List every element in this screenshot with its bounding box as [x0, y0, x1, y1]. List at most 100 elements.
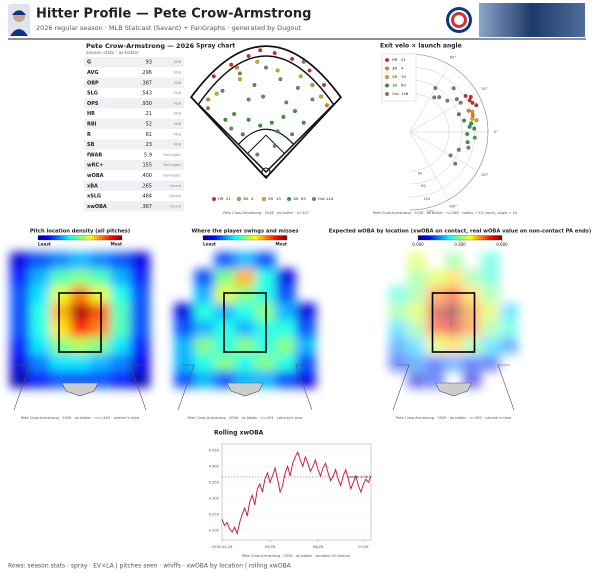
legend-swatch [287, 197, 291, 201]
heat-cell [30, 354, 50, 371]
outfield-stands [190, 45, 342, 180]
heat-cell [407, 286, 426, 303]
stat-name: wOBA [87, 173, 104, 179]
heat-cell [50, 252, 70, 269]
batted-ball [465, 132, 470, 136]
page-footer: Rows: season stats · spray · EV×LA | pit… [8, 563, 292, 570]
batted-ball [214, 91, 219, 96]
home-circle [261, 167, 271, 177]
stat-value: .387 [141, 80, 152, 86]
stat-source: FanGraphs [163, 153, 181, 157]
y-tick-label: 0.200 [209, 528, 220, 532]
batted-ball [467, 124, 472, 129]
legend-swatch [312, 197, 316, 201]
heat-cell [234, 354, 256, 371]
batted-ball [463, 93, 468, 98]
batted-ball [284, 100, 289, 105]
batted-ball [237, 71, 242, 76]
table-row [84, 118, 184, 130]
batted-ball [293, 109, 297, 114]
batted-ball [275, 129, 280, 134]
heat-cell [425, 354, 445, 371]
heat-cell [389, 337, 408, 354]
batted-ball [448, 153, 453, 158]
heat-cell [194, 303, 215, 320]
heat-cell [425, 269, 445, 286]
heat-cell [70, 252, 90, 269]
batted-ball [467, 98, 472, 103]
legend-swatch [385, 92, 389, 96]
chart-note: Pete Crow-Armstrong · 2026 · as batter ·… [223, 211, 309, 215]
heat-cell [70, 269, 90, 286]
r-tick-label: 60 [418, 172, 423, 176]
colorbar-label: Least [38, 242, 51, 247]
batted-ball [458, 100, 463, 105]
legend-swatch [385, 66, 389, 71]
heat-cell [130, 286, 150, 303]
heat-cell [295, 337, 316, 354]
heat-cell [481, 337, 500, 354]
heat-cell [234, 286, 256, 303]
batted-ball [290, 132, 295, 137]
heat-cell [174, 371, 195, 388]
theta-grid [409, 92, 478, 133]
heat-cell [10, 337, 30, 354]
heat-cell [275, 286, 296, 303]
batted-ball [468, 94, 473, 99]
stat-value: 155 [142, 163, 152, 169]
batted-ball [470, 109, 475, 114]
heat-cell [194, 354, 215, 371]
theta-tick-label: -60° [449, 203, 457, 208]
batted-ball [258, 123, 263, 128]
heat-cell [10, 320, 30, 337]
stat-name: HR [87, 111, 95, 117]
theta-tick-label: -30° [480, 172, 488, 177]
heat-cell [30, 269, 50, 286]
stat-source: MLB [174, 81, 182, 85]
batted-ball [261, 94, 266, 99]
colorbar-label: Most [275, 242, 287, 247]
legend-label: HR [392, 57, 398, 62]
heat-cell [425, 286, 445, 303]
heat-cell [90, 337, 110, 354]
legend-swatch [385, 58, 389, 62]
stat-source: Savant [170, 194, 182, 198]
chart-note: Pete Crow-Armstrong · 2026 · as batter ·… [373, 211, 518, 215]
legend-swatch [212, 197, 216, 201]
table-row [84, 149, 184, 160]
colorbar-label: Least [203, 242, 216, 247]
table-title: Pete Crow-Armstrong — 2026 [86, 42, 195, 50]
batted-ball [465, 140, 470, 145]
chart-note: Pete Crow-Armstrong · 2026 · as batter ·… [396, 416, 511, 420]
chart-title: Rolling xwOBA [214, 430, 264, 437]
team-logo-c-hole [454, 15, 464, 25]
stat-name: OPS [87, 101, 99, 107]
stat-value: .484 [141, 194, 152, 200]
heat-cell [30, 286, 50, 303]
chart-note: Pete Crow-Armstrong · 2026 · as batter ·… [187, 416, 302, 420]
batted-ball [235, 65, 239, 70]
heat-cell [110, 269, 130, 286]
stat-name: xBA [87, 183, 98, 189]
home-plate [226, 382, 264, 397]
batted-ball [466, 145, 471, 150]
batted-ball [237, 77, 242, 82]
heat-cell [10, 303, 30, 320]
heat-cell [234, 303, 256, 320]
heat-cell [444, 320, 463, 337]
y-tick-label: 0.250 [209, 512, 220, 516]
stat-source: MLB [174, 122, 182, 126]
r-tick-label: 120 [427, 209, 435, 213]
heat-layer [174, 252, 316, 388]
stat-source: MLB [174, 60, 182, 64]
legend-count: 148 [401, 91, 409, 96]
stat-name: SB [87, 142, 95, 148]
heat-cell [174, 320, 195, 337]
heat-cell [214, 252, 235, 269]
batted-ball [301, 59, 306, 64]
heat-cell [50, 354, 70, 371]
heat-cell [481, 354, 500, 371]
heat-cell [462, 354, 482, 371]
strike-zone [223, 292, 267, 353]
batted-ball [454, 97, 459, 102]
